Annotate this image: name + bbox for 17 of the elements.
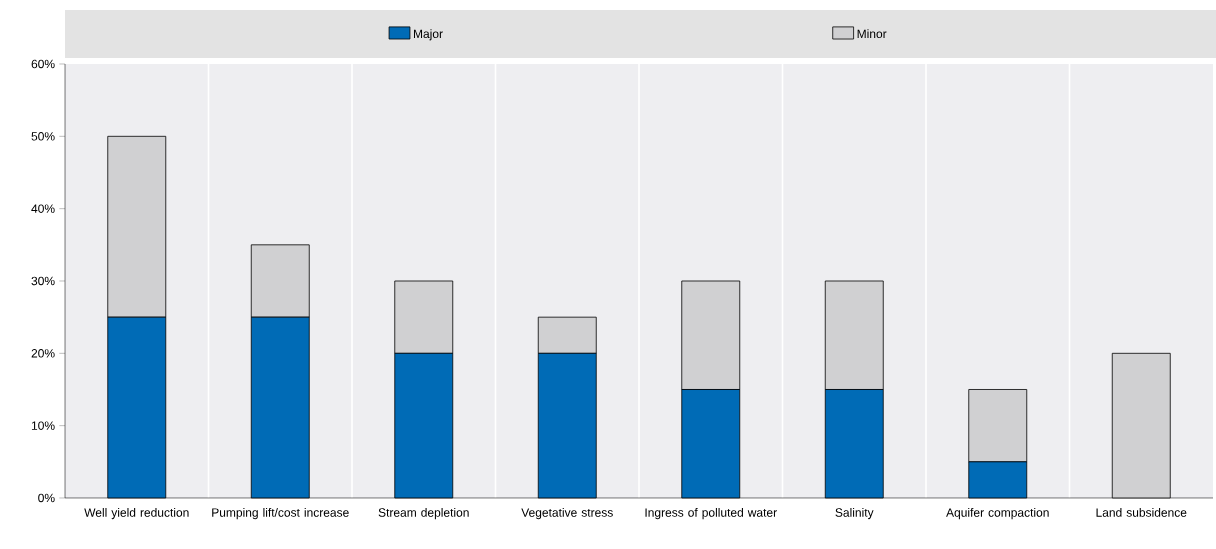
y-tick-label: 60% — [31, 59, 55, 69]
x-tick-label: Pumping lift/cost increase — [212, 507, 349, 520]
x-tick-label: Stream depletion — [378, 507, 469, 520]
y-tick-label: 10% — [31, 421, 55, 430]
y-tick-label: 20% — [31, 349, 55, 358]
x-tick-label: Vegetative stress — [521, 507, 613, 520]
y-tick-label: 40% — [31, 204, 55, 213]
y-tick-label: 50% — [31, 132, 55, 141]
x-tick-label: Well yield reduction — [84, 507, 189, 520]
legend-label: Minor — [857, 29, 887, 39]
y-tick-label: 0% — [38, 493, 55, 503]
x-tick-label: Ingress of polluted water — [645, 507, 777, 520]
legend-label: Major — [413, 29, 443, 41]
x-tick-label: Aquifer compaction — [946, 507, 1049, 520]
x-tick-label: Salinity — [835, 507, 874, 520]
y-tick-label: 30% — [31, 276, 55, 286]
x-tick-label: Land subsidence — [1096, 507, 1187, 517]
